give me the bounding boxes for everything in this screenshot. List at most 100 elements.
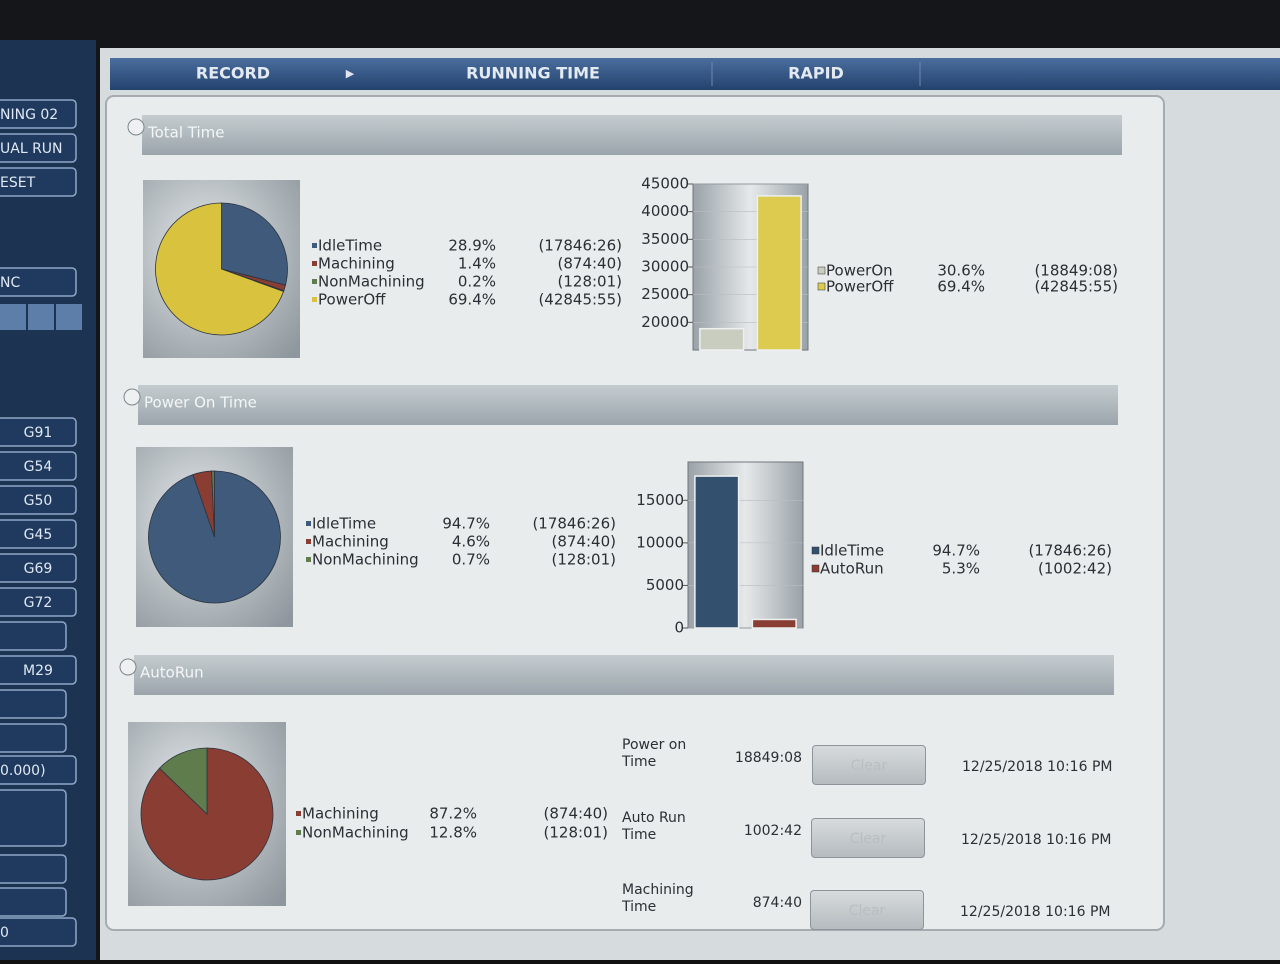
side-button[interactable] [0, 267, 77, 297]
legend-percent: 94.7% [442, 515, 490, 533]
side-button[interactable] [0, 755, 77, 785]
side-button[interactable] [0, 553, 77, 583]
legend-label: PowerOff [318, 291, 386, 309]
clear-button[interactable]: Clear [811, 818, 925, 858]
bar [751, 618, 797, 629]
inner-frame [105, 95, 1165, 931]
legend-label: NonMachining [312, 551, 419, 569]
side-button-label: NING 02 [0, 107, 58, 123]
side-button[interactable] [0, 789, 67, 847]
side-cell [56, 304, 82, 330]
legend-label: NonMachining [302, 824, 409, 842]
legend-label: IdleTime [312, 515, 376, 533]
collapse-button[interactable] [119, 658, 137, 676]
clear-button[interactable]: Clear [812, 745, 926, 785]
legend-duration: (128:01) [544, 824, 608, 842]
side-button[interactable] [0, 854, 67, 884]
legend-swatch [296, 811, 301, 816]
pie-slice [158, 747, 208, 815]
tab[interactable]: RUNNING TIME [466, 64, 600, 83]
timestamp: 12/25/2018 10:16 PM [962, 759, 1113, 775]
side-button-label: G54 [24, 459, 53, 475]
legend-swatch [312, 243, 317, 248]
legend-duration: (128:01) [558, 273, 622, 291]
side-button[interactable] [0, 887, 67, 917]
legend-label: Machining [302, 805, 379, 823]
side-button[interactable] [0, 655, 77, 685]
legend-duration: (128:01) [552, 551, 616, 569]
legend-duration: (42845:55) [538, 291, 622, 309]
legend-swatch [306, 557, 311, 562]
counter-label: Auto Run Time [622, 810, 686, 843]
legend-percent: 12.8% [429, 824, 477, 842]
side-button-label: UAL RUN [0, 141, 63, 157]
side-button[interactable] [0, 519, 77, 549]
legend-label: Machining [318, 255, 395, 273]
bar [699, 327, 745, 351]
counter-value: 874:40 [752, 895, 802, 911]
legend-duration: (17846:26) [532, 515, 616, 533]
side-button[interactable] [0, 417, 77, 447]
side-button-label: G69 [24, 561, 53, 577]
y-tick-label: 45000 [641, 175, 689, 193]
legend-label: Machining [312, 533, 389, 551]
side-button-label: G45 [24, 527, 53, 543]
section-header [138, 385, 1118, 425]
side-button-label: M29 [23, 663, 53, 679]
side-button-label: 0.000) [0, 763, 46, 779]
tab[interactable]: RECORD [196, 64, 270, 83]
pie-slice [221, 202, 288, 286]
side-cell [0, 304, 26, 330]
legend-swatch [312, 297, 317, 302]
legend-percent: 28.9% [448, 237, 496, 255]
side-button[interactable] [0, 167, 77, 197]
legend-percent: 69.4% [937, 278, 985, 296]
legend-duration: (874:40) [558, 255, 622, 273]
timestamp: 12/25/2018 10:16 PM [961, 832, 1112, 848]
side-button-label: G91 [24, 425, 53, 441]
legend-duration: (874:40) [552, 533, 616, 551]
side-button-label: G50 [24, 493, 53, 509]
counter-label: Power on Time [622, 737, 687, 770]
legend-label: NonMachining [318, 273, 425, 291]
legend-percent: 0.2% [458, 273, 496, 291]
legend-percent: 69.4% [448, 291, 496, 309]
side-button-label: ESET [0, 175, 36, 191]
tab-bar [110, 58, 1280, 90]
legend-label: PowerOn [826, 262, 893, 280]
section-title: AutoRun [140, 664, 204, 682]
legend-swatch [306, 539, 311, 544]
legend-percent: 30.6% [937, 262, 985, 280]
side-button[interactable] [0, 99, 77, 129]
tab[interactable]: RAPID [788, 64, 844, 83]
legend-label: IdleTime [820, 542, 884, 560]
legend-swatch [296, 830, 301, 835]
legend-swatch [811, 546, 820, 555]
legend-percent: 1.4% [458, 255, 496, 273]
collapse-button[interactable] [127, 118, 145, 136]
bar [756, 195, 802, 351]
y-tick-label: 20000 [641, 313, 689, 331]
section-title: Total Time [147, 124, 225, 142]
side-button[interactable] [0, 917, 77, 947]
bar [694, 475, 740, 629]
side-button[interactable] [0, 689, 67, 719]
side-button[interactable] [0, 587, 77, 617]
side-button[interactable] [0, 451, 77, 481]
section-title: Power On Time [144, 394, 257, 412]
legend-duration: (42845:55) [1034, 278, 1118, 296]
pie-slice [155, 202, 285, 336]
clear-button[interactable]: Clear [810, 890, 924, 930]
side-button[interactable] [0, 621, 67, 651]
legend-duration: (1002:42) [1038, 560, 1112, 578]
side-button[interactable] [0, 485, 77, 515]
side-button[interactable] [0, 723, 67, 753]
legend-duration: (17846:26) [538, 237, 622, 255]
collapse-button[interactable] [123, 388, 141, 406]
y-tick-label: 5000 [646, 576, 684, 594]
legend-swatch [312, 261, 317, 266]
side-button[interactable] [0, 133, 77, 163]
legend-label: AutoRun [820, 560, 884, 578]
